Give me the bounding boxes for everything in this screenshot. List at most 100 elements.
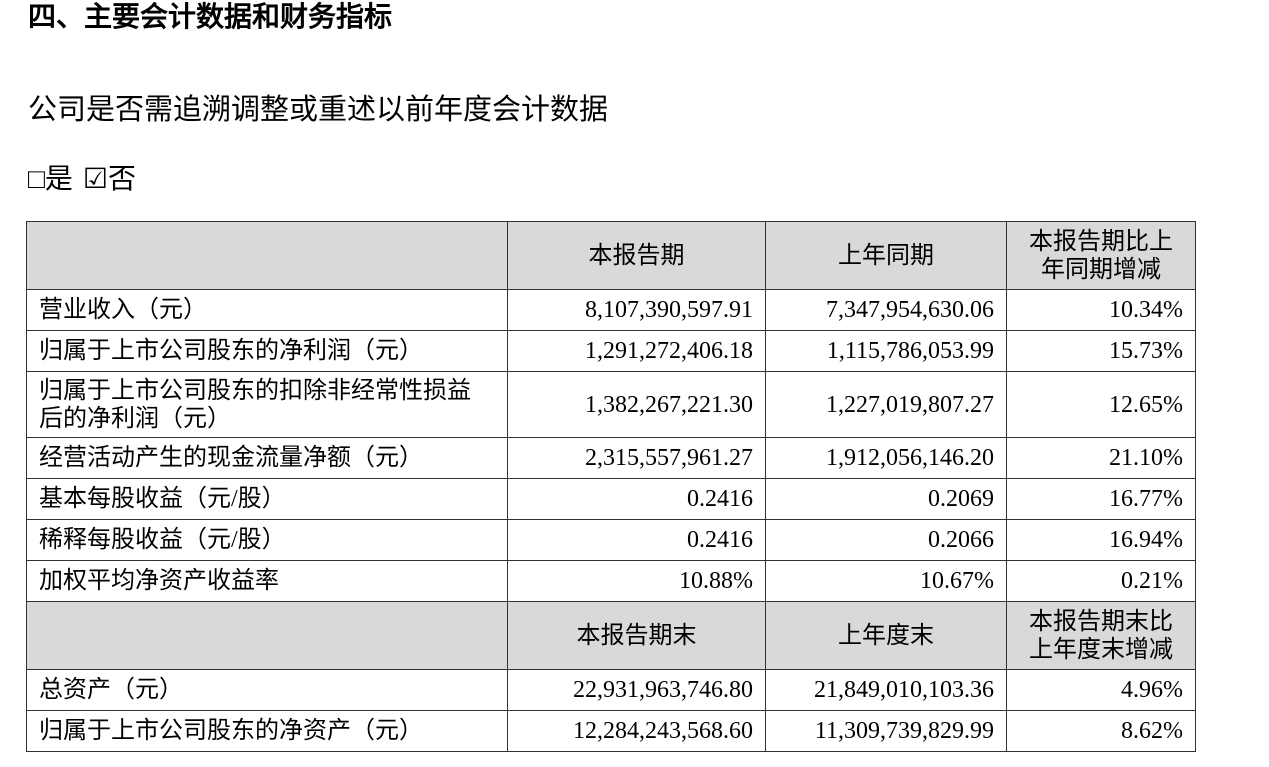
cell-value: 16.77% bbox=[1109, 486, 1183, 512]
cell-value: 8.62% bbox=[1121, 718, 1183, 744]
header-cell: 本报告期 bbox=[507, 221, 766, 290]
table-cell: 12,284,243,568.60 bbox=[507, 710, 766, 752]
table-row: 营业收入（元） 8,107,390,597.91 7,347,954,630.06 1… bbox=[26, 289, 1196, 331]
data-table: 本报告期 上年同期 本报告期比上年同期增减营业收入（元） 8,107,390,597.… bbox=[26, 221, 1196, 752]
header-cell: 本报告期末 bbox=[507, 601, 766, 670]
table-cell: 0.2416 bbox=[507, 519, 766, 561]
row-label: 营业收入（元） bbox=[39, 297, 207, 323]
cell-value: 10.88% bbox=[679, 568, 753, 594]
row-label: 经营活动产生的现金流量净额（元） bbox=[39, 445, 423, 471]
table-cell: 10.34% bbox=[1006, 289, 1196, 331]
cell-value: 4.96% bbox=[1121, 677, 1183, 703]
table-row: 经营活动产生的现金流量净额（元） 2,315,557,961.27 1,912,05… bbox=[26, 437, 1196, 479]
table-cell: 10.67% bbox=[765, 560, 1007, 602]
table-cell: 0.2066 bbox=[765, 519, 1007, 561]
table-cell: 2,315,557,961.27 bbox=[507, 437, 766, 479]
cell-value: 1,291,272,406.18 bbox=[585, 338, 753, 364]
cell-value: 0.2066 bbox=[928, 527, 994, 553]
row-label: 归属于上市公司股东的净资产（元） bbox=[39, 718, 423, 744]
table-cell: 8.62% bbox=[1006, 710, 1196, 752]
row-label: 加权平均净资产收益率 bbox=[39, 568, 279, 594]
header-text: 上年度末 bbox=[837, 622, 934, 649]
question: 公司是否需追溯调整或重述以前年度会计数据 bbox=[28, 94, 609, 126]
header-cell: 本报告期比上年同期增减 bbox=[1006, 221, 1196, 290]
options: □是 ☑否 bbox=[28, 162, 146, 198]
header-cell bbox=[26, 221, 508, 290]
table-cell: 0.21% bbox=[1006, 560, 1196, 602]
table-row: 总资产（元） 22,931,963,746.80 21,849,010,103.36… bbox=[26, 669, 1196, 711]
table-cell: 0.2416 bbox=[507, 478, 766, 520]
table-cell: 1,115,786,053.99 bbox=[765, 330, 1007, 372]
table-cell: 15.73% bbox=[1006, 330, 1196, 372]
row-label: 归属于上市公司股东的扣除非经常性损益后的净利润（元） bbox=[39, 377, 471, 432]
cell-value: 1,227,019,807.27 bbox=[826, 391, 994, 418]
table-cell: 1,291,272,406.18 bbox=[507, 330, 766, 372]
cell-value: 12,284,243,568.60 bbox=[573, 718, 753, 744]
header-row: 本报告期 上年同期 本报告期比上年同期增减 bbox=[26, 221, 1196, 290]
header-cell: 上年同期 bbox=[765, 221, 1007, 290]
table-row: 归属于上市公司股东的净利润（元） 1,291,272,406.18 1,115,78… bbox=[26, 330, 1196, 372]
table-cell: 1,382,267,221.30 bbox=[507, 371, 766, 438]
table-cell: 21,849,010,103.36 bbox=[765, 669, 1007, 711]
cell-value: 8,107,390,597.91 bbox=[585, 297, 753, 323]
cell-value: 2,315,557,961.27 bbox=[585, 445, 753, 471]
cell-value: 12.65% bbox=[1109, 391, 1183, 418]
table-cell: 8,107,390,597.91 bbox=[507, 289, 766, 331]
table-cell: 归属于上市公司股东的扣除非经常性损益后的净利润（元） bbox=[26, 371, 508, 438]
header-text: 本报告期 bbox=[588, 242, 685, 269]
option: □是 bbox=[28, 164, 73, 195]
table-cell: 12.65% bbox=[1006, 371, 1196, 438]
header-text: 本报告期末比上年度末增减 bbox=[1028, 608, 1173, 663]
cell-value: 15.73% bbox=[1109, 338, 1183, 364]
table-cell: 营业收入（元） bbox=[26, 289, 508, 331]
cell-value: 10.34% bbox=[1109, 297, 1183, 323]
table-row: 归属于上市公司股东的扣除非经常性损益后的净利润（元） 1,382,267,221.… bbox=[26, 371, 1196, 438]
header-row: 本报告期末 上年度末 本报告期末比上年度末增减 bbox=[26, 601, 1196, 670]
header-cell: 本报告期末比上年度末增减 bbox=[1006, 601, 1196, 670]
cell-value: 10.67% bbox=[920, 568, 994, 594]
row-label: 归属于上市公司股东的净利润（元） bbox=[39, 338, 423, 364]
table-cell: 21.10% bbox=[1006, 437, 1196, 479]
table-cell: 总资产（元） bbox=[26, 669, 508, 711]
cell-value: 0.2416 bbox=[687, 486, 753, 512]
header-text: 上年同期 bbox=[837, 242, 934, 269]
table-cell: 10.88% bbox=[507, 560, 766, 602]
table-row: 归属于上市公司股东的净资产（元） 12,284,243,568.60 11,309,… bbox=[26, 710, 1196, 752]
header-text: 本报告期末 bbox=[576, 622, 697, 649]
cell-value: 11,309,739,829.99 bbox=[814, 718, 994, 744]
row-label: 稀释每股收益（元/股） bbox=[39, 527, 286, 553]
table-cell: 归属于上市公司股东的净利润（元） bbox=[26, 330, 508, 372]
header-cell bbox=[26, 601, 508, 670]
cell-value: 16.94% bbox=[1109, 527, 1183, 553]
table-row: 加权平均净资产收益率 10.88% 10.67% 0.21% bbox=[26, 560, 1196, 602]
cell-value: 22,931,963,746.80 bbox=[573, 677, 753, 703]
table-cell: 16.77% bbox=[1006, 478, 1196, 520]
table-cell: 稀释每股收益（元/股） bbox=[26, 519, 508, 561]
cell-value: 1,912,056,146.20 bbox=[826, 445, 994, 471]
row-label: 总资产（元） bbox=[39, 677, 183, 703]
table-cell: 归属于上市公司股东的净资产（元） bbox=[26, 710, 508, 752]
table-cell: 1,912,056,146.20 bbox=[765, 437, 1007, 479]
cell-value: 21,849,010,103.36 bbox=[814, 677, 994, 703]
cell-value: 1,115,786,053.99 bbox=[826, 338, 994, 364]
table-cell: 11,309,739,829.99 bbox=[765, 710, 1007, 752]
table-cell: 1,227,019,807.27 bbox=[765, 371, 1007, 438]
header-text: 本报告期比上年同期增减 bbox=[1028, 228, 1173, 283]
table-cell: 4.96% bbox=[1006, 669, 1196, 711]
table-cell: 0.2069 bbox=[765, 478, 1007, 520]
cell-value: 21.10% bbox=[1109, 445, 1183, 471]
table-cell: 7,347,954,630.06 bbox=[765, 289, 1007, 331]
heading: 四、主要会计数据和财务指标 bbox=[28, 2, 393, 33]
table-row: 稀释每股收益（元/股） 0.2416 0.2066 16.94% bbox=[26, 519, 1196, 561]
table-cell: 经营活动产生的现金流量净额（元） bbox=[26, 437, 508, 479]
table-cell: 加权平均净资产收益率 bbox=[26, 560, 508, 602]
table-row: 基本每股收益（元/股） 0.2416 0.2069 16.77% bbox=[26, 478, 1196, 520]
table-cell: 基本每股收益（元/股） bbox=[26, 478, 508, 520]
cell-value: 0.21% bbox=[1121, 568, 1183, 594]
cell-value: 7,347,954,630.06 bbox=[826, 297, 994, 323]
header-cell: 上年度末 bbox=[765, 601, 1007, 670]
option: ☑否 bbox=[82, 164, 137, 195]
cell-value: 0.2069 bbox=[928, 486, 994, 512]
row-label: 基本每股收益（元/股） bbox=[39, 486, 286, 512]
